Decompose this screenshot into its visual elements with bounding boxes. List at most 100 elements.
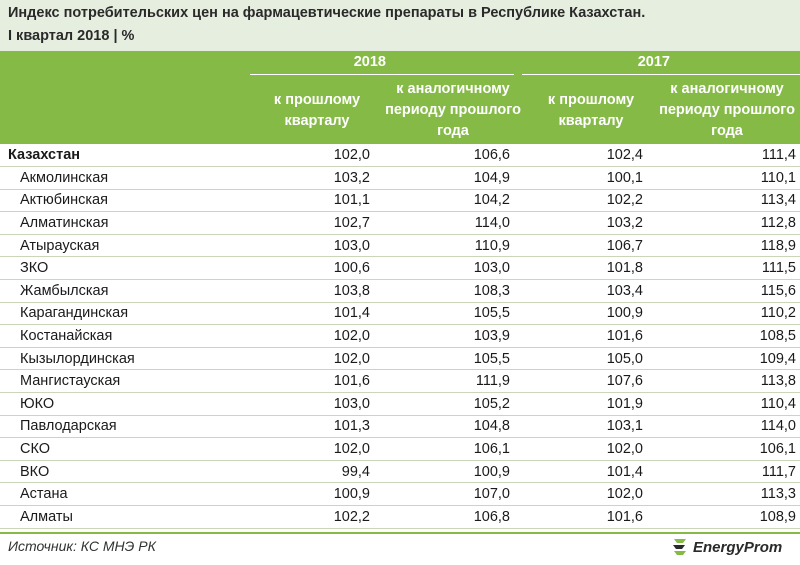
cell-2018-same-period: 105,2 bbox=[374, 392, 514, 416]
cell-2018-same-period: 103,0 bbox=[374, 256, 514, 281]
cell-2018-same-period: 106,1 bbox=[374, 437, 514, 461]
col-2018-same-period: к аналогичному периоду прошлого года bbox=[385, 81, 521, 139]
cell-2018-prev-quarter: 99,4 bbox=[250, 460, 374, 484]
cell-2018-same-period: 108,3 bbox=[374, 279, 514, 303]
energyprom-logo-icon bbox=[673, 539, 686, 555]
cell-2017-prev-quarter: 101,4 bbox=[514, 460, 647, 484]
cell-2017-same-period: 111,5 bbox=[647, 256, 800, 281]
table-row: Акмолинская 103,2 104,9 100,1 110,1 bbox=[0, 166, 800, 190]
cell-2017-prev-quarter: 103,1 bbox=[514, 415, 647, 439]
cell-2017-prev-quarter: 101,8 bbox=[514, 256, 647, 281]
table-row: Костанайская 102,0 103,9 101,6 108,5 bbox=[0, 324, 800, 348]
cell-2018-same-period: 100,9 bbox=[374, 460, 514, 484]
year-2017-rule bbox=[522, 74, 800, 75]
source-note: Источник: КС МНЭ РК bbox=[8, 538, 156, 554]
cell-2018-prev-quarter: 102,2 bbox=[250, 505, 374, 529]
cell-2017-prev-quarter: 102,2 bbox=[514, 189, 647, 213]
cell-2017-same-period: 108,5 bbox=[647, 324, 800, 348]
cell-2018-same-period: 114,0 bbox=[374, 211, 514, 235]
cell-2017-same-period: 110,2 bbox=[647, 302, 800, 326]
cell-2018-same-period: 111,9 bbox=[374, 369, 514, 394]
cell-2017-same-period: 113,4 bbox=[647, 189, 800, 213]
table-row: ЗКО 100,6 103,0 101,8 111,5 bbox=[0, 256, 800, 281]
cell-2017-same-period: 113,8 bbox=[647, 369, 800, 394]
cell-2018-prev-quarter: 102,0 bbox=[250, 347, 374, 371]
cell-2018-prev-quarter: 102,0 bbox=[250, 144, 374, 168]
col-2017-same-period: к аналогичному периоду прошлого года bbox=[659, 81, 795, 139]
cell-2018-prev-quarter: 101,3 bbox=[250, 415, 374, 439]
cell-2018-same-period: 105,5 bbox=[374, 302, 514, 326]
cell-2018-same-period: 105,5 bbox=[374, 347, 514, 371]
table-row: Атырауская 103,0 110,9 106,7 118,9 bbox=[0, 234, 800, 258]
cell-2018-same-period: 110,9 bbox=[374, 234, 514, 258]
cell-2018-prev-quarter: 101,1 bbox=[250, 189, 374, 213]
table-title: Индекс потребительских цен на фармацевти… bbox=[8, 5, 646, 21]
region-name: ЮКО bbox=[0, 392, 250, 416]
year-2018-header: 2018 bbox=[353, 54, 386, 70]
cell-2018-prev-quarter: 101,6 bbox=[250, 369, 374, 394]
table-subtitle: I квартал 2018 | % bbox=[8, 28, 135, 44]
cell-2018-prev-quarter: 102,0 bbox=[250, 324, 374, 348]
cell-2018-prev-quarter: 101,4 bbox=[250, 302, 374, 326]
table-row: Мангистауская 101,6 111,9 107,6 113,8 bbox=[0, 369, 800, 394]
region-name: Акмолинская bbox=[0, 166, 250, 190]
cell-2018-prev-quarter: 103,0 bbox=[250, 234, 374, 258]
cell-2018-same-period: 106,8 bbox=[374, 505, 514, 529]
cell-2018-same-period: 106,6 bbox=[374, 144, 514, 168]
brand-logo: EnergyProm bbox=[671, 536, 782, 558]
cell-2017-same-period: 114,0 bbox=[647, 415, 800, 439]
region-name: Костанайская bbox=[0, 324, 250, 348]
cell-2017-prev-quarter: 102,4 bbox=[514, 144, 647, 168]
table-row: ЮКО 103,0 105,2 101,9 110,4 bbox=[0, 392, 800, 416]
cell-2017-prev-quarter: 103,2 bbox=[514, 211, 647, 235]
cell-2017-same-period: 113,3 bbox=[647, 482, 800, 506]
table-row: ВКО 99,4 100,9 101,4 111,7 bbox=[0, 460, 800, 484]
cell-2018-same-period: 104,8 bbox=[374, 415, 514, 439]
table-row: Павлодарская 101,3 104,8 103,1 114,0 bbox=[0, 415, 800, 439]
table-row: Карагандинская 101,4 105,5 100,9 110,2 bbox=[0, 302, 800, 326]
title-band: Индекс потребительских цен на фармацевти… bbox=[0, 0, 800, 51]
cell-2017-same-period: 112,8 bbox=[647, 211, 800, 235]
region-name: Актюбинская bbox=[0, 189, 250, 213]
cell-2018-prev-quarter: 100,9 bbox=[250, 482, 374, 506]
region-name: Атырауская bbox=[0, 234, 250, 258]
region-name: Астана bbox=[0, 482, 250, 506]
cell-2017-same-period: 118,9 bbox=[647, 234, 800, 258]
cell-2018-same-period: 104,2 bbox=[374, 189, 514, 213]
cell-2017-prev-quarter: 107,6 bbox=[514, 369, 647, 394]
region-name: СКО bbox=[0, 437, 250, 461]
region-name: ВКО bbox=[0, 460, 250, 484]
cell-2017-same-period: 106,1 bbox=[647, 437, 800, 461]
cell-2017-prev-quarter: 103,4 bbox=[514, 279, 647, 303]
cell-2017-same-period: 111,7 bbox=[647, 460, 800, 484]
cell-2017-same-period: 110,4 bbox=[647, 392, 800, 416]
cell-2017-same-period: 109,4 bbox=[647, 347, 800, 371]
region-name: Жамбылская bbox=[0, 279, 250, 303]
table-row: Жамбылская 103,8 108,3 103,4 115,6 bbox=[0, 279, 800, 303]
cell-2018-prev-quarter: 102,0 bbox=[250, 437, 374, 461]
year-2018-rule bbox=[250, 74, 514, 75]
cell-2018-prev-quarter: 103,0 bbox=[250, 392, 374, 416]
cell-2017-prev-quarter: 102,0 bbox=[514, 437, 647, 461]
cell-2017-prev-quarter: 105,0 bbox=[514, 347, 647, 371]
table-row: Алматинская 102,7 114,0 103,2 112,8 bbox=[0, 211, 800, 235]
region-name: Алматинская bbox=[0, 211, 250, 235]
cell-2018-prev-quarter: 103,2 bbox=[250, 166, 374, 190]
cell-2017-prev-quarter: 101,6 bbox=[514, 505, 647, 529]
table-row: СКО 102,0 106,1 102,0 106,1 bbox=[0, 437, 800, 461]
cell-2017-same-period: 108,9 bbox=[647, 505, 800, 529]
cell-2017-prev-quarter: 101,6 bbox=[514, 324, 647, 348]
table-row: Кызылординская 102,0 105,5 105,0 109,4 bbox=[0, 347, 800, 371]
cell-2017-prev-quarter: 100,9 bbox=[514, 302, 647, 326]
cell-2017-prev-quarter: 101,9 bbox=[514, 392, 647, 416]
cell-2018-same-period: 107,0 bbox=[374, 482, 514, 506]
cell-2017-prev-quarter: 106,7 bbox=[514, 234, 647, 258]
cell-2018-prev-quarter: 102,7 bbox=[250, 211, 374, 235]
cell-2017-same-period: 111,4 bbox=[647, 144, 800, 168]
col-2018-prev-quarter: к прошлому кварталу bbox=[273, 92, 361, 129]
cell-2018-prev-quarter: 100,6 bbox=[250, 256, 374, 281]
col-2017-prev-quarter: к прошлому кварталу bbox=[547, 92, 635, 129]
region-name: Казахстан bbox=[0, 144, 250, 168]
cell-2018-same-period: 103,9 bbox=[374, 324, 514, 348]
cell-2017-same-period: 115,6 bbox=[647, 279, 800, 303]
